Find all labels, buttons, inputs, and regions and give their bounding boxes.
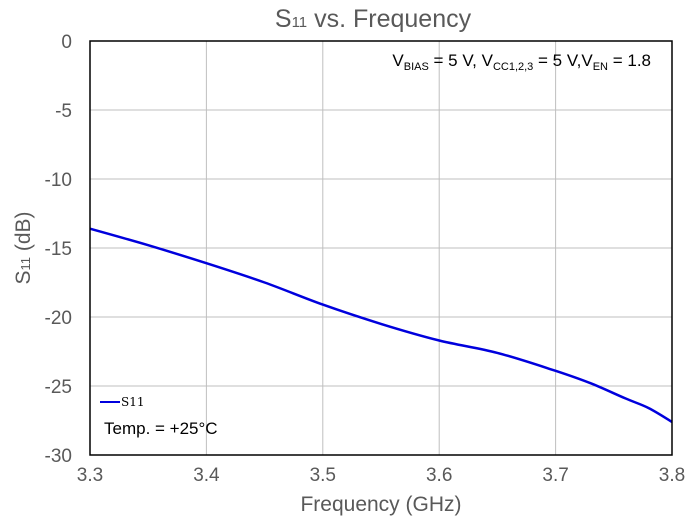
x-axis-label: Frequency (GHz) (300, 493, 461, 516)
conditions-segment: V (392, 51, 404, 70)
x-tick-label: 3.5 (310, 465, 336, 486)
y-axis-label: S11 (dB) (12, 211, 35, 284)
y-tick-label: -5 (55, 101, 72, 122)
chart-title-sub: 11 (292, 14, 308, 31)
y-tick-label: -25 (45, 377, 72, 398)
y-axis-label-sub: 11 (18, 257, 33, 271)
series-line-s11 (89, 227, 673, 423)
y-axis-label-main: S (12, 271, 35, 285)
legend-label-s11: S11 (121, 395, 145, 409)
x-tick-label: 3.6 (426, 465, 452, 486)
conditions-segment: BIAS (404, 61, 429, 73)
x-tick-labels: 3.3 3.4 3.5 3.6 3.7 3.8 (77, 465, 685, 486)
x-tick-label: 3.7 (542, 465, 568, 486)
chart-title: S11 vs. Frequency (275, 5, 472, 33)
x-tick-label: 3.3 (77, 465, 103, 486)
grid-lines (89, 40, 673, 456)
y-tick-label: 0 (61, 32, 72, 53)
y-tick-label: -15 (45, 239, 72, 260)
y-axis-label-rest: (dB) (12, 211, 35, 257)
conditions-segment: CC1,2,3 (493, 61, 533, 73)
conditions-segment: EN (593, 61, 608, 73)
conditions-annotation: VBIAS = 5 V, VCC1,2,3 = 5 V,VEN = 1.8 (392, 51, 651, 73)
y-tick-label: -20 (45, 308, 72, 329)
conditions-segment: = 1.8 (608, 51, 651, 70)
temperature-annotation: Temp. = +25°C (104, 419, 218, 438)
y-tick-label: -30 (45, 446, 72, 467)
y-tick-labels: 0 -5 -10 -15 -20 -25 -30 (45, 32, 72, 467)
series-lines (89, 227, 673, 423)
plot-area-border (89, 40, 673, 456)
conditions-segment: = 5 V, V (429, 51, 494, 70)
x-tick-label: 3.8 (659, 465, 685, 486)
chart-title-main: S (275, 5, 292, 33)
y-tick-label: -10 (45, 170, 72, 191)
x-tick-label: 3.4 (193, 465, 220, 486)
legend: S11 (100, 395, 145, 409)
conditions-segment: = 5 V,V (533, 51, 593, 70)
chart-title-rest: vs. Frequency (307, 5, 471, 33)
